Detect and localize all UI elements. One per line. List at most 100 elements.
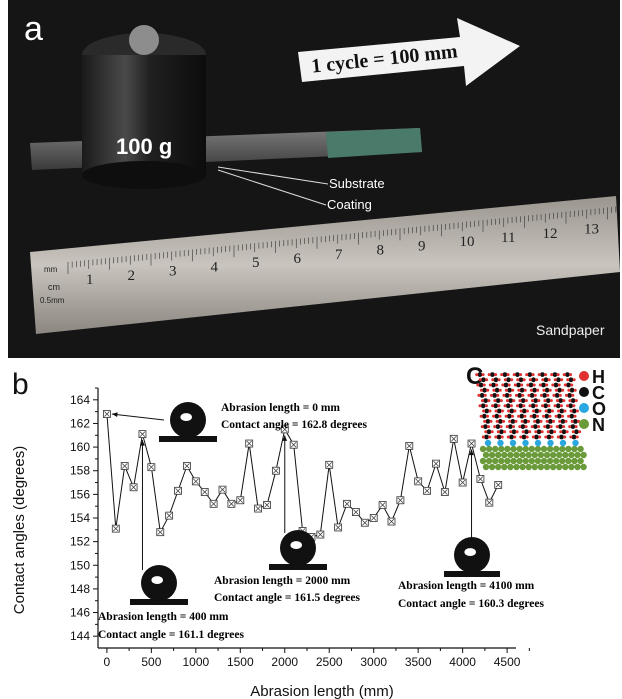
ruler-number: 10 <box>460 234 475 250</box>
y-tick-label: 144 <box>70 629 90 643</box>
legend-swatch <box>579 419 589 429</box>
annotation-1-line1: Abrasion length = 400 mm <box>98 611 229 623</box>
data-point <box>111 524 120 533</box>
data-point <box>458 478 467 487</box>
droplet-2000mm <box>269 530 327 570</box>
x-tick-label: 1500 <box>227 655 254 669</box>
data-point <box>263 501 271 509</box>
data-point <box>494 481 503 489</box>
ruler-number: 9 <box>418 238 426 254</box>
ruler-05mm-label: 0.5mm <box>40 296 65 305</box>
ruler-number: 11 <box>501 230 515 246</box>
pointer-2000mm <box>282 435 288 533</box>
weight-body <box>82 55 206 175</box>
annotation-3-line1: Abrasion length = 4100 mm <box>398 580 535 592</box>
ruler-number: 1 <box>86 272 94 288</box>
y-tick-label: 150 <box>70 558 90 572</box>
data-point <box>440 488 449 496</box>
data-point <box>325 460 334 469</box>
legend-symbol: O <box>592 399 606 419</box>
legend-swatch <box>579 403 589 413</box>
pointer-4100mm <box>469 449 474 538</box>
data-point <box>120 462 129 470</box>
inset-chain <box>550 372 569 447</box>
data-point <box>334 523 343 532</box>
data-point <box>369 514 378 522</box>
x-tick-label: 2500 <box>316 655 343 669</box>
data-point <box>280 425 289 434</box>
x-tick-label: 500 <box>141 655 161 669</box>
data-point <box>449 434 458 443</box>
inset-chain <box>487 372 507 447</box>
panel-a-label: a <box>24 10 43 48</box>
data-point <box>467 439 476 448</box>
y-tick-label: 158 <box>70 464 90 478</box>
data-point <box>102 410 111 418</box>
ruler-number: 6 <box>294 251 302 267</box>
annotation-2: Abrasion length = 2000 mm Contact angle … <box>214 575 360 604</box>
ticks: 144 146 148 150 152 154 156 158 160 162 164 0 500 100… <box>70 387 530 669</box>
annotation-1: Abrasion length = 400 mm Contact angle =… <box>98 611 244 641</box>
y-tick-label: 148 <box>70 582 90 596</box>
annotation-0-line2: Contact angle = 162.8 degrees <box>221 419 367 431</box>
ruler-number: 8 <box>377 243 385 259</box>
data-point <box>343 499 351 508</box>
inset-chain <box>562 372 582 447</box>
photo-scene: 1234567891011121314cmmm0.5mm <box>30 18 620 334</box>
x-tick-label: 2000 <box>271 655 298 669</box>
x-tick-label: 4500 <box>494 655 521 669</box>
inset-chain <box>500 372 519 447</box>
data-point <box>165 511 174 520</box>
data-point <box>227 499 236 508</box>
x-tick-label: 3000 <box>360 655 387 669</box>
inset-chain <box>512 372 532 447</box>
annotation-pointers <box>111 412 474 570</box>
legend-swatch <box>579 387 589 397</box>
data-point <box>183 462 191 470</box>
data-point <box>245 439 254 448</box>
x-axis-label: Abrasion length (mm) <box>250 683 393 699</box>
ruler-number: 2 <box>128 268 136 284</box>
data-point <box>387 517 396 526</box>
direction-arrow <box>298 18 520 86</box>
inset-panel-label: C <box>466 363 483 390</box>
y-tick-label: 160 <box>70 440 90 454</box>
photo-panel-a: 1234567891011121314cmmm0.5mm a 100 g 1 c… <box>8 0 620 358</box>
data-point <box>485 498 494 507</box>
data-point <box>289 440 298 449</box>
annotation-3: Abrasion length = 4100 mm Contact angle … <box>398 580 544 610</box>
data-point <box>174 486 182 495</box>
ruler <box>30 196 620 334</box>
data-point <box>138 430 147 438</box>
data-point <box>236 496 245 505</box>
ruler-number: 5 <box>252 255 260 271</box>
panel-b-label: b <box>12 368 29 401</box>
ruler-number: 3 <box>169 264 177 280</box>
ruler-number: 7 <box>335 247 343 263</box>
ruler-number: 4 <box>211 259 219 275</box>
legend-symbol: C <box>592 383 605 403</box>
substrate-label: Substrate <box>329 176 385 191</box>
data-point <box>271 466 280 475</box>
inset-chain <box>537 372 557 447</box>
ruler-ticks <box>67 206 620 274</box>
droplet-4100mm <box>444 537 500 577</box>
droplet-images <box>130 402 500 605</box>
ruler-number: 12 <box>543 226 558 242</box>
data-point <box>254 504 262 513</box>
pointer-0mm <box>111 412 165 421</box>
y-tick-label: 164 <box>70 393 90 407</box>
data-point <box>129 483 138 492</box>
data-point <box>352 508 360 516</box>
x-tick-label: 4000 <box>449 655 476 669</box>
ruler-cm-label: cm <box>48 282 60 292</box>
coating-label: Coating <box>327 197 372 212</box>
ruler-mm-label: mm <box>44 265 58 274</box>
data-point <box>405 442 414 450</box>
legend-symbol: H <box>592 367 605 387</box>
data-point <box>360 518 369 527</box>
data-points <box>102 410 503 541</box>
